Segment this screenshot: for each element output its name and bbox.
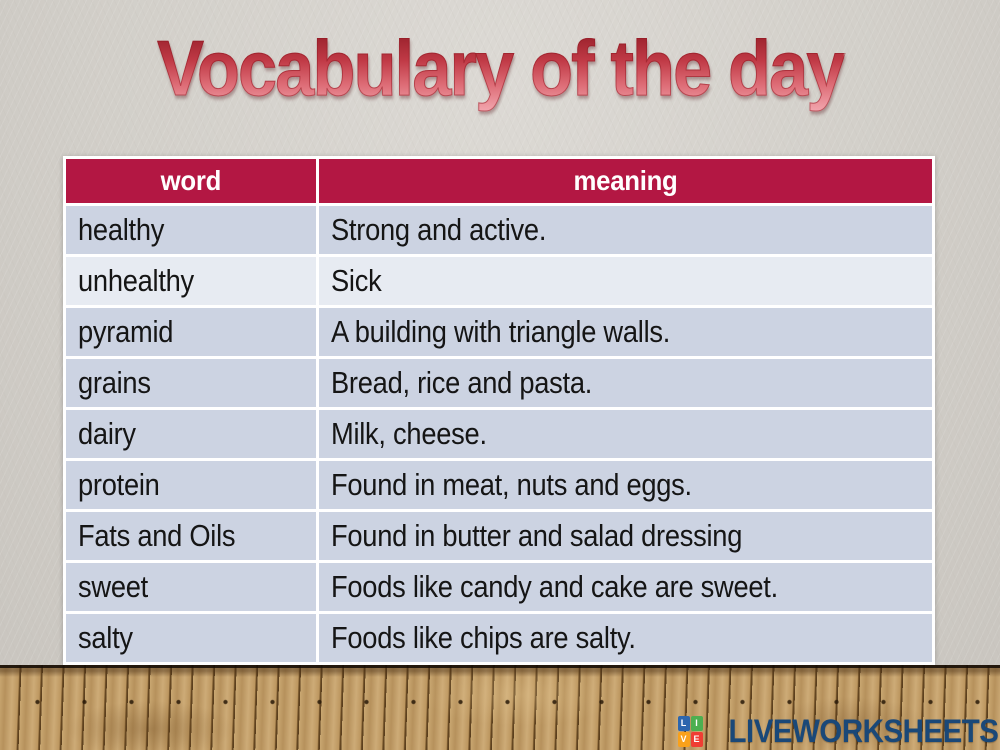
column-header-meaning-label: meaning (573, 165, 678, 196)
page-title-text: Vocabulary of the day (156, 24, 845, 112)
column-header-word-label: word (160, 165, 222, 196)
word-cell: dairy (66, 410, 316, 458)
meaning-cell: Found in butter and salad dressing (319, 512, 932, 560)
cell-text: Found in butter and salad dressing (331, 518, 743, 553)
cell-text: Strong and active. (331, 212, 547, 247)
cell-text: A building with triangle walls. (331, 314, 671, 349)
cell-text: salty (78, 620, 133, 655)
logo-square-i: I (690, 715, 703, 731)
cell-text: unhealthy (78, 263, 194, 298)
word-cell: healthy (66, 206, 316, 254)
cell-text: Fats and Oils (78, 518, 236, 553)
meaning-cell: Found in meat, nuts and eggs. (319, 461, 932, 509)
cell-text: healthy (78, 212, 165, 247)
liveworksheets-logo-text: LIVEWORKSHEETS (728, 713, 998, 749)
table-row: pyramid A building with triangle walls. (66, 308, 932, 356)
meaning-cell: Strong and active. (319, 206, 932, 254)
table-row: salty Foods like chips are salty. (66, 614, 932, 662)
meaning-cell: Foods like chips are salty. (319, 614, 932, 662)
logo-square-v: V (677, 731, 690, 747)
table-row: dairy Milk, cheese. (66, 410, 932, 458)
table-row: unhealthy Sick (66, 257, 932, 305)
cell-text: Foods like candy and cake are sweet. (331, 569, 778, 604)
meaning-cell: Milk, cheese. (319, 410, 932, 458)
logo-square-l: L (677, 715, 690, 731)
wooden-floor (0, 665, 1000, 750)
meaning-cell: Sick (319, 257, 932, 305)
cell-text: Foods like chips are salty. (331, 620, 636, 655)
table-row: healthy Strong and active. (66, 206, 932, 254)
page-title: Vocabulary of the day (0, 24, 1000, 112)
cell-text: Sick (331, 263, 382, 298)
table-row: sweet Foods like candy and cake are sweet… (66, 563, 932, 611)
table-row: grains Bread, rice and pasta. (66, 359, 932, 407)
word-cell: pyramid (66, 308, 316, 356)
cell-text: dairy (78, 416, 136, 451)
word-cell: salty (66, 614, 316, 662)
cell-text: sweet (78, 569, 148, 604)
cell-text: Found in meat, nuts and eggs. (331, 467, 692, 502)
cell-text: grains (78, 365, 151, 400)
cell-text: Milk, cheese. (331, 416, 487, 451)
table-row: Fats and Oils Found in butter and salad d… (66, 512, 932, 560)
column-header-meaning: meaning (319, 159, 932, 203)
table-row: protein Found in meat, nuts and eggs. (66, 461, 932, 509)
cell-text: Bread, rice and pasta. (331, 365, 593, 400)
vocab-table: word meaning healthy Strong and active. un… (63, 156, 935, 665)
word-cell: sweet (66, 563, 316, 611)
word-cell: protein (66, 461, 316, 509)
word-cell: grains (66, 359, 316, 407)
logo-square-e: E (690, 731, 703, 747)
meaning-cell: A building with triangle walls. (319, 308, 932, 356)
column-header-word: word (66, 159, 316, 203)
cell-text: protein (78, 467, 160, 502)
table-header-row: word meaning (66, 159, 932, 203)
word-cell: unhealthy (66, 257, 316, 305)
meaning-cell: Foods like candy and cake are sweet. (319, 563, 932, 611)
word-cell: Fats and Oils (66, 512, 316, 560)
meaning-cell: Bread, rice and pasta. (319, 359, 932, 407)
cell-text: pyramid (78, 314, 174, 349)
